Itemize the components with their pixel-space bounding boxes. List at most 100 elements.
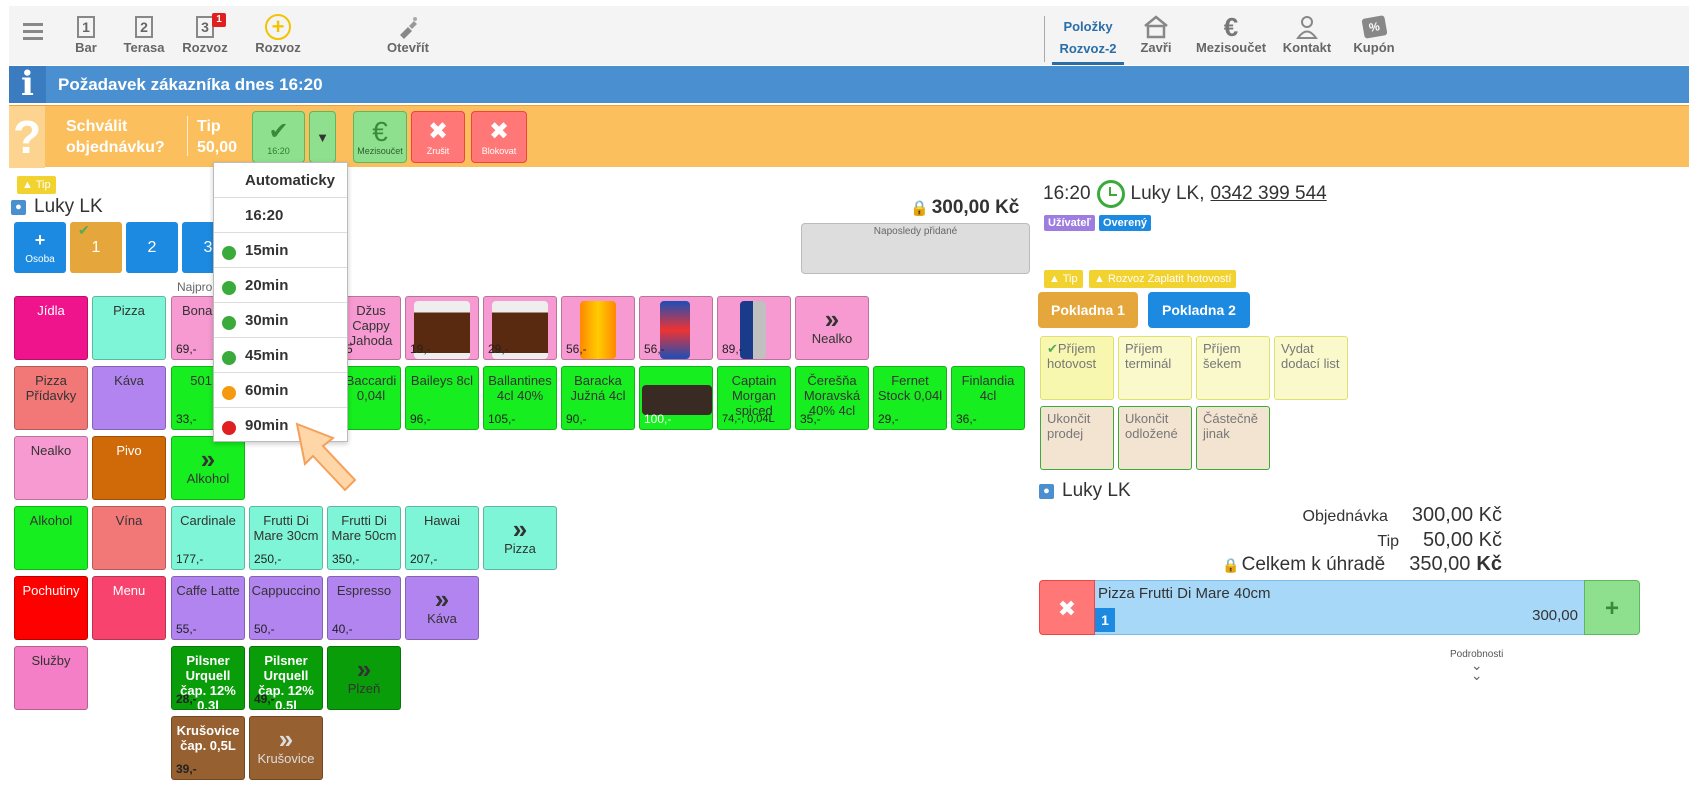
category-pivo[interactable]: Pivo (92, 436, 166, 500)
product-tile[interactable]: Baileys 8cl 96,- (405, 366, 479, 430)
product-tile[interactable]: 89,- (717, 296, 791, 360)
nav-coupon[interactable]: % Kupón (1349, 6, 1399, 65)
person-1-button[interactable]: ✔ 1 (70, 222, 122, 273)
divider (187, 116, 188, 156)
dropdown-item-30min[interactable]: 30min (214, 303, 347, 338)
dropdown-item-20min[interactable]: 20min (214, 268, 347, 303)
nav-subtotal[interactable]: € Mezisoučet (1191, 6, 1271, 65)
notification-badge: 1 (212, 13, 226, 27)
pay-terminal-tile[interactable]: Příjem terminál (1118, 336, 1192, 400)
product-tile[interactable]: 29,- (483, 296, 557, 360)
category-pochutiny[interactable]: Pochutiny (14, 576, 88, 640)
remove-item-button[interactable]: ✖ (1039, 580, 1095, 635)
product-tile[interactable]: Krušovice čap. 0,5L 39,- (171, 716, 245, 780)
product-tile[interactable]: Pilsner Urquell čap. 12% 0,5l 49,- (249, 646, 323, 710)
category-menu[interactable]: Menu (92, 576, 166, 640)
add-person-button[interactable]: + Osoba (14, 222, 66, 273)
product-tile[interactable]: 56,- (561, 296, 635, 360)
finish-deferred-tile[interactable]: Ukončit odložené (1118, 406, 1192, 470)
product-tile[interactable]: Frutti Di Mare 30cm 250,- (249, 506, 323, 570)
category-pizza-pridavky[interactable]: Pizza Přídavky (14, 366, 88, 430)
more-pizza-button[interactable]: » Pizza (483, 506, 557, 570)
nav-open-drawer[interactable]: Otevřít (383, 6, 433, 65)
category-vina[interactable]: Vína (92, 506, 166, 570)
nav-table-bar[interactable]: 1 Bar (64, 6, 108, 65)
add-item-button[interactable]: + (1584, 580, 1640, 635)
approve-line2: objednávku? (66, 139, 165, 156)
product-tile[interactable]: Fernet Stock 0,04l 29,- (873, 366, 947, 430)
nav-label: Rozvoz (255, 40, 301, 55)
more-kava-button[interactable]: » Káva (405, 576, 479, 640)
tab-label: Rozvoz-2 (1059, 41, 1117, 56)
pay-cash-tile[interactable]: ✔Příjem hotovost (1040, 336, 1114, 400)
nav-table-terasa[interactable]: 2 Terasa (119, 6, 169, 65)
product-tile[interactable]: 100,- (639, 366, 713, 430)
details-label: Podrobnosti (1450, 649, 1504, 660)
dropdown-item-15min[interactable]: 15min (214, 233, 347, 268)
hamburger-menu-icon[interactable] (23, 23, 43, 41)
euro-icon: € (372, 116, 388, 147)
tab-polozky[interactable]: Položky Rozvoz-2 (1052, 16, 1124, 65)
product-tile[interactable]: 19,- (405, 296, 479, 360)
cancel-button[interactable]: ✖ Zrušit (411, 111, 465, 163)
product-tile[interactable]: Caffe Latte 55,- (171, 576, 245, 640)
approve-button[interactable]: ✔ 16:20 (252, 111, 305, 163)
category-pizza[interactable]: Pizza (92, 296, 166, 360)
product-tile[interactable]: Hawai 207,- (405, 506, 479, 570)
user-icon: ● (1039, 483, 1054, 499)
product-tile[interactable]: Cardinale 177,- (171, 506, 245, 570)
nav-contact[interactable]: Kontakt (1277, 6, 1337, 65)
more-label: Nealko (811, 331, 853, 346)
more-krusovice-button[interactable]: » Krušovice (249, 716, 323, 780)
block-button[interactable]: ✖ Blokovat (471, 111, 527, 163)
dropdown-item-auto[interactable]: Automaticky (214, 163, 347, 198)
time-dropdown-toggle[interactable]: ▼ (309, 111, 336, 163)
dropdown-item-60min[interactable]: 60min (214, 373, 347, 408)
dropdown-item-45min[interactable]: 45min (214, 338, 347, 373)
product-tile[interactable]: Pilsner Urquell čap. 12% 0,3l 28,- (171, 646, 245, 710)
category-sluzby[interactable]: Služby (14, 646, 88, 710)
subtotal-button[interactable]: € Mezisoučet (353, 111, 407, 163)
double-chevron-right-icon: » (434, 584, 450, 614)
finish-sale-tile[interactable]: Ukončit prodej (1040, 406, 1114, 470)
nav-close[interactable]: Zavři (1131, 6, 1181, 65)
details-toggle[interactable]: Podrobnosti ⌄ ⌄ (1450, 649, 1504, 682)
product-price: 40,- (332, 622, 353, 636)
category-nealko[interactable]: Nealko (14, 436, 88, 500)
product-tile[interactable]: Espresso 40,- (327, 576, 401, 640)
product-tile[interactable]: 56,- (639, 296, 713, 360)
partial-payment-tile[interactable]: Částečně jinak (1196, 406, 1270, 470)
order-time: 16:20 (1043, 183, 1091, 204)
category-jidla[interactable]: Jídla (14, 296, 88, 360)
person-2-button[interactable]: 2 (126, 222, 178, 273)
product-price: 35,- (800, 412, 821, 426)
dropdown-item-label: Automaticky (245, 171, 336, 189)
more-alkohol-button[interactable]: » Alkohol (171, 436, 245, 500)
more-plzen-button[interactable]: » Plzeň (327, 646, 401, 710)
dropdown-item-time[interactable]: 16:20 (214, 198, 347, 233)
pokladna-1-button[interactable]: Pokladna 1 (1038, 292, 1138, 328)
more-nealko-button[interactable]: » Nealko (795, 296, 869, 360)
product-tile[interactable]: Cappuccino 50,- (249, 576, 323, 640)
product-name: Cappuccino (251, 583, 321, 598)
category-kava[interactable]: Káva (92, 366, 166, 430)
product-tile[interactable]: Baracka Južná 4cl 90,- (561, 366, 635, 430)
product-tile[interactable]: Frutti Di Mare 50cm 350,- (327, 506, 401, 570)
nav-add-rozvoz[interactable]: + Rozvoz (253, 6, 303, 65)
product-tile[interactable]: Ballantines 4cl 40% 105,- (483, 366, 557, 430)
info-icon: i (9, 66, 46, 103)
delivery-note-tile[interactable]: Vydat dodací list (1274, 336, 1348, 400)
product-tile[interactable]: Captain Morgan spiced 74,-, 0,04L (717, 366, 791, 430)
phone-link[interactable]: 0342 399 544 (1210, 183, 1327, 204)
last-added-box[interactable]: Naposledy přidané (801, 223, 1030, 274)
nav-label: Otevřít (387, 40, 429, 55)
nav-table-rozvoz[interactable]: 3 1 Rozvoz (180, 6, 230, 65)
product-tile[interactable]: Finlandia 4cl 36,- (951, 366, 1025, 430)
order-item-row[interactable]: Pizza Frutti Di Mare 40cm 1 300,00 (1095, 580, 1584, 635)
dropdown-item-90min[interactable]: 90min (214, 408, 347, 443)
pay-check-tile[interactable]: Příjem šekem (1196, 336, 1270, 400)
person-label: 3 (203, 238, 213, 256)
category-alkohol[interactable]: Alkohol (14, 506, 88, 570)
product-tile[interactable]: Čerešňa Moravská 40% 4cl 35,- (795, 366, 869, 430)
pokladna-2-button[interactable]: Pokladna 2 (1148, 292, 1250, 328)
